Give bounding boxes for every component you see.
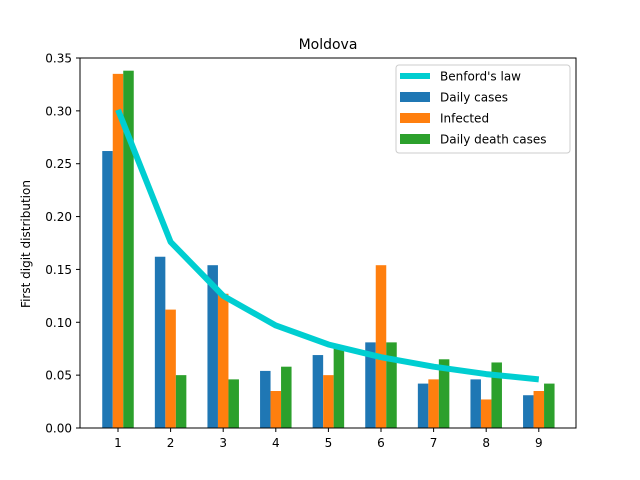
x-tick-label: 1 <box>114 436 122 450</box>
x-tick-label: 5 <box>325 436 333 450</box>
bar <box>470 379 481 428</box>
x-tick-label: 4 <box>272 436 280 450</box>
legend-bar-swatch <box>400 92 430 102</box>
y-tick-label: 0.30 <box>45 104 72 118</box>
bar <box>417 383 429 428</box>
bar <box>375 265 387 428</box>
bar <box>333 346 345 428</box>
chart-title: Moldova <box>299 37 358 53</box>
bar <box>217 293 229 428</box>
x-tick-label: 7 <box>430 436 438 450</box>
y-tick-label: 0.35 <box>45 52 72 66</box>
legend-label: Infected <box>440 112 489 126</box>
legend: Benford's law Daily cases Infected Daily de… <box>395 64 571 154</box>
x-tick-label: 3 <box>219 436 227 450</box>
bar <box>312 355 324 428</box>
y-tick-label: 0.05 <box>45 369 72 383</box>
legend-bar-swatch <box>400 134 430 144</box>
bar <box>112 73 124 429</box>
bar <box>544 383 555 428</box>
bar <box>228 379 239 428</box>
bar <box>102 151 113 428</box>
bar <box>207 265 218 428</box>
bar <box>533 391 545 428</box>
bar <box>165 309 176 428</box>
benford-line <box>115 108 540 383</box>
y-axis-label: First digit distribution <box>19 180 33 308</box>
plot-area: 1 2 3 4 5 6 7 8 9 0.00 0.05 0.10 0.15 0.20 0.25 0.30 0.3… <box>45 52 577 450</box>
bar <box>438 359 450 428</box>
bar <box>270 391 282 428</box>
series-daily-cases <box>102 151 534 428</box>
bar <box>154 256 166 428</box>
bar <box>123 70 134 428</box>
y-tick-label: 0.25 <box>45 157 72 171</box>
bar <box>491 362 502 428</box>
y-tick-label: 0.20 <box>45 210 72 224</box>
y-tick-label: 0.10 <box>45 316 72 330</box>
series-daily-death-cases <box>123 70 555 428</box>
legend-label: Daily death cases <box>440 133 547 147</box>
legend-box <box>395 64 571 154</box>
series-infected <box>112 73 545 429</box>
y-tick-label: 0.00 <box>45 422 72 436</box>
y-tick-label: 0.15 <box>45 263 72 277</box>
bar <box>323 375 334 428</box>
bar <box>281 366 292 428</box>
bar <box>523 395 534 428</box>
bar <box>175 375 187 428</box>
bar <box>480 399 492 428</box>
legend-bar-swatch <box>400 113 430 123</box>
x-tick-label: 6 <box>377 436 385 450</box>
bar <box>428 379 439 428</box>
bar <box>260 370 271 428</box>
legend-label: Benford's law <box>440 70 521 84</box>
bar <box>386 342 397 428</box>
x-tick-label: 2 <box>167 436 175 450</box>
legend-label: Daily cases <box>440 91 508 105</box>
bar <box>365 342 376 428</box>
x-tick-label: 8 <box>482 436 490 450</box>
x-tick-label: 9 <box>535 436 543 450</box>
